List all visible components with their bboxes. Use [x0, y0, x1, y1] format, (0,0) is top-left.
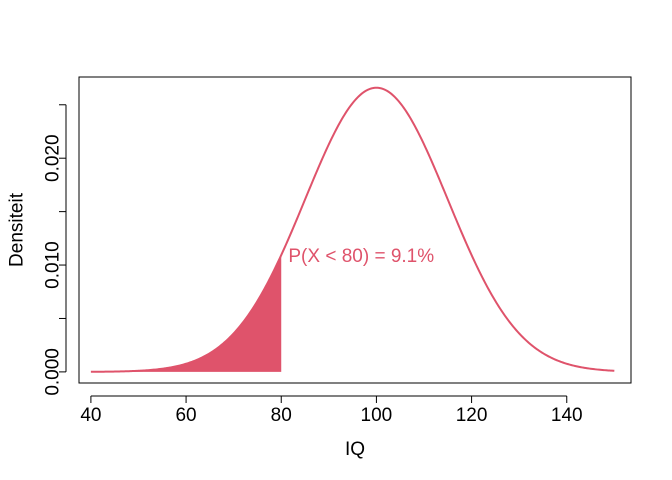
x-tick-label: 40 — [80, 405, 101, 426]
x-tick-label: 100 — [361, 405, 393, 426]
plot-frame — [78, 76, 632, 384]
y-tick-label: 0.000 — [43, 348, 64, 396]
y-axis-label: Densiteit — [7, 192, 28, 267]
probability-annotation: P(X < 80) = 9.1% — [288, 246, 434, 267]
density-curve — [90, 86, 615, 373]
y-tick-label: 0.020 — [43, 134, 64, 182]
x-tick-label: 60 — [175, 405, 196, 426]
x-axis: 40 60 80 100 120 140 — [80, 395, 583, 426]
x-tick-label: 140 — [551, 405, 583, 426]
x-axis-label: IQ — [345, 439, 365, 460]
y-axis: 0.000 0.010 0.020 — [43, 104, 67, 396]
x-tick-label: 80 — [271, 405, 292, 426]
x-tick-label: 120 — [456, 405, 488, 426]
y-tick-label: 0.010 — [43, 241, 64, 289]
shaded-area — [90, 255, 282, 372]
